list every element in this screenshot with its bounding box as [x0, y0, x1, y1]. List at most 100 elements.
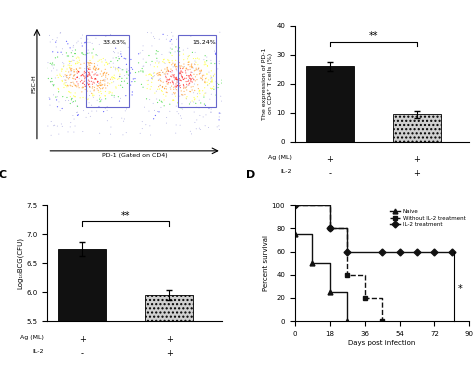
- Point: [91, 80, 98, 86]
- Point: [70, 81, 78, 87]
- Point: [199, 72, 206, 78]
- Point: [172, 64, 179, 70]
- Point: [185, 82, 192, 88]
- Point: [65, 97, 73, 103]
- Point: [207, 79, 215, 85]
- Point: [81, 73, 89, 79]
- Point: [71, 69, 78, 75]
- Point: [102, 74, 109, 80]
- Point: [173, 75, 181, 81]
- Point: [71, 73, 78, 79]
- Point: [194, 82, 201, 88]
- Point: [87, 60, 94, 66]
- Point: [66, 59, 73, 65]
- Point: [197, 127, 204, 132]
- Point: [168, 30, 175, 35]
- Point: [154, 100, 161, 106]
- Point: [207, 60, 215, 66]
- Point: [62, 68, 70, 74]
- Point: [145, 77, 152, 83]
- Point: [102, 96, 109, 102]
- Point: [75, 85, 83, 91]
- Point: [61, 77, 69, 83]
- Point: [180, 82, 187, 87]
- Point: [111, 65, 119, 71]
- Point: [66, 124, 74, 130]
- Point: [67, 120, 74, 125]
- Point: [95, 83, 102, 89]
- Point: [110, 75, 118, 81]
- Point: [71, 51, 79, 56]
- Point: [182, 85, 190, 90]
- Point: [158, 87, 165, 93]
- Point: [212, 92, 220, 98]
- Point: [196, 88, 203, 94]
- Point: [159, 84, 166, 90]
- Point: [71, 82, 79, 88]
- Point: [101, 105, 109, 111]
- Point: [212, 86, 220, 92]
- Point: [67, 71, 75, 77]
- Point: [41, 85, 49, 90]
- Point: [157, 72, 164, 78]
- Point: [183, 66, 191, 72]
- Point: [152, 60, 159, 66]
- Point: [91, 63, 98, 69]
- Point: [191, 49, 199, 55]
- Point: [170, 86, 177, 92]
- Point: [139, 63, 147, 69]
- Point: [88, 102, 95, 108]
- Point: [169, 79, 177, 85]
- Point: [192, 126, 200, 132]
- Point: [171, 72, 178, 78]
- Point: [171, 62, 178, 68]
- Point: [189, 84, 197, 90]
- Point: [48, 63, 56, 69]
- Point: [170, 90, 177, 96]
- Point: [166, 85, 174, 90]
- Point: [85, 110, 92, 116]
- Point: [46, 39, 54, 45]
- Point: [221, 96, 229, 102]
- Point: [144, 78, 151, 84]
- Point: [210, 39, 218, 45]
- Point: [78, 89, 86, 95]
- Point: [175, 111, 182, 117]
- Point: [104, 83, 111, 89]
- Point: [195, 87, 203, 93]
- Point: [69, 44, 77, 50]
- Point: [219, 75, 227, 81]
- Point: [187, 79, 195, 85]
- Point: [200, 57, 208, 63]
- Point: [100, 55, 107, 61]
- Point: [85, 69, 93, 75]
- Point: [207, 109, 215, 115]
- Point: [73, 103, 81, 109]
- Point: [71, 93, 79, 99]
- Point: [101, 83, 109, 89]
- Point: [137, 50, 144, 56]
- Point: [186, 101, 193, 107]
- Point: [170, 81, 177, 87]
- Point: [53, 38, 60, 44]
- Point: [68, 66, 75, 72]
- Point: [118, 67, 126, 73]
- Point: [210, 72, 218, 78]
- Point: [201, 90, 209, 96]
- Point: [66, 94, 74, 100]
- Point: [109, 60, 117, 66]
- Point: [59, 52, 66, 58]
- Point: [127, 82, 135, 88]
- Point: [151, 90, 159, 96]
- Point: [92, 70, 100, 76]
- Point: [115, 94, 122, 100]
- Point: [164, 65, 171, 70]
- Point: [52, 75, 59, 81]
- Point: [73, 59, 81, 65]
- Point: [96, 82, 103, 88]
- Point: [111, 76, 118, 82]
- Point: [167, 66, 175, 72]
- Point: [108, 115, 116, 121]
- Point: [139, 48, 146, 54]
- Point: [172, 81, 180, 87]
